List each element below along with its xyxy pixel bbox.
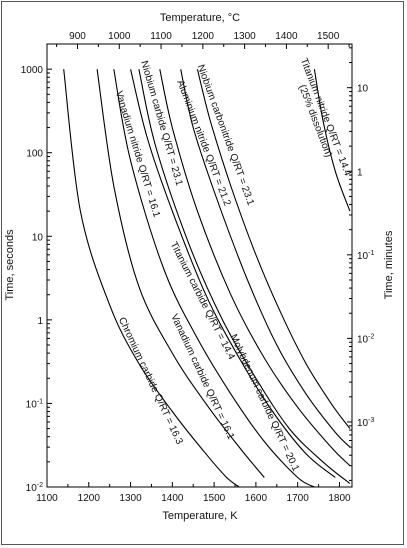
left-tick-label: 100 — [26, 149, 43, 160]
series-curve-6 — [180, 69, 351, 448]
right-tick-label: 10-3 — [357, 417, 374, 429]
curve-label: Vanadium carbide Q/RT = 16.1 — [168, 313, 236, 442]
curve-label-line: Molybdenum carbide Q/RT = 20.1 — [228, 333, 302, 474]
bottom-tick-label: 1300 — [119, 493, 142, 504]
left-tick-label: 10 — [32, 232, 44, 243]
series-curve-8 — [313, 69, 351, 212]
right-tick-label: 10-1 — [357, 250, 374, 262]
left-tick-label: 10-1 — [26, 398, 43, 410]
series-curve-5 — [159, 69, 351, 467]
bottom-tick-label: 1200 — [78, 493, 101, 504]
curve-label: Molybdenum carbide Q/RT = 20.1 — [228, 333, 302, 474]
plot-area — [46, 43, 353, 488]
curve-label-line: Vanadium carbide Q/RT = 16.1 — [168, 313, 236, 442]
curve-label-line: Titanium nitride Q/RT = 14.4 — [298, 57, 353, 178]
bottom-tick-label: 1700 — [287, 493, 310, 504]
left-axis-title: Time, seconds — [4, 229, 16, 301]
curve-label: Titanium nitride Q/RT = 14.4(25% dissolu… — [288, 57, 354, 182]
top-tick-label: 1300 — [233, 31, 256, 42]
bottom-tick-label: 1600 — [245, 493, 268, 504]
right-tick-label: 10 — [357, 84, 369, 95]
curve-label-line: Chromium carbide Q/RT = 16.3 — [116, 316, 185, 447]
left-tick-label: 10-2 — [26, 482, 43, 494]
bottom-axis-title: Temperature, K — [162, 510, 238, 522]
series-curve-0 — [63, 69, 240, 488]
right-tick-label: 10-2 — [357, 333, 374, 345]
bottom-tick-label: 1500 — [203, 493, 226, 504]
top-tick-label: 1100 — [150, 31, 172, 42]
series-curve-7 — [196, 69, 351, 429]
top-tick-label: 1500 — [317, 31, 340, 42]
right-axis-title: Time, minutes — [383, 230, 395, 299]
top-tick-label: 900 — [69, 31, 86, 42]
series-curve-1 — [96, 69, 265, 478]
left-tick-label: 1 — [37, 316, 43, 327]
top-tick-label: 1400 — [275, 31, 298, 42]
left-tick-label: 1000 — [21, 65, 44, 76]
bottom-tick-label: 1400 — [161, 493, 184, 504]
right-tick-label: 1 — [357, 167, 363, 178]
series-curve-4 — [138, 69, 351, 484]
series-curve-3 — [130, 69, 336, 478]
series-curve-2 — [113, 69, 315, 488]
top-axis-title: Temperature, °C — [160, 12, 240, 24]
top-tick-label: 1000 — [108, 31, 131, 42]
curve-label: Chromium carbide Q/RT = 16.3 — [116, 316, 185, 447]
bottom-tick-label: 1100 — [36, 493, 58, 504]
bottom-tick-label: 1800 — [328, 493, 351, 504]
top-tick-label: 1200 — [192, 31, 215, 42]
